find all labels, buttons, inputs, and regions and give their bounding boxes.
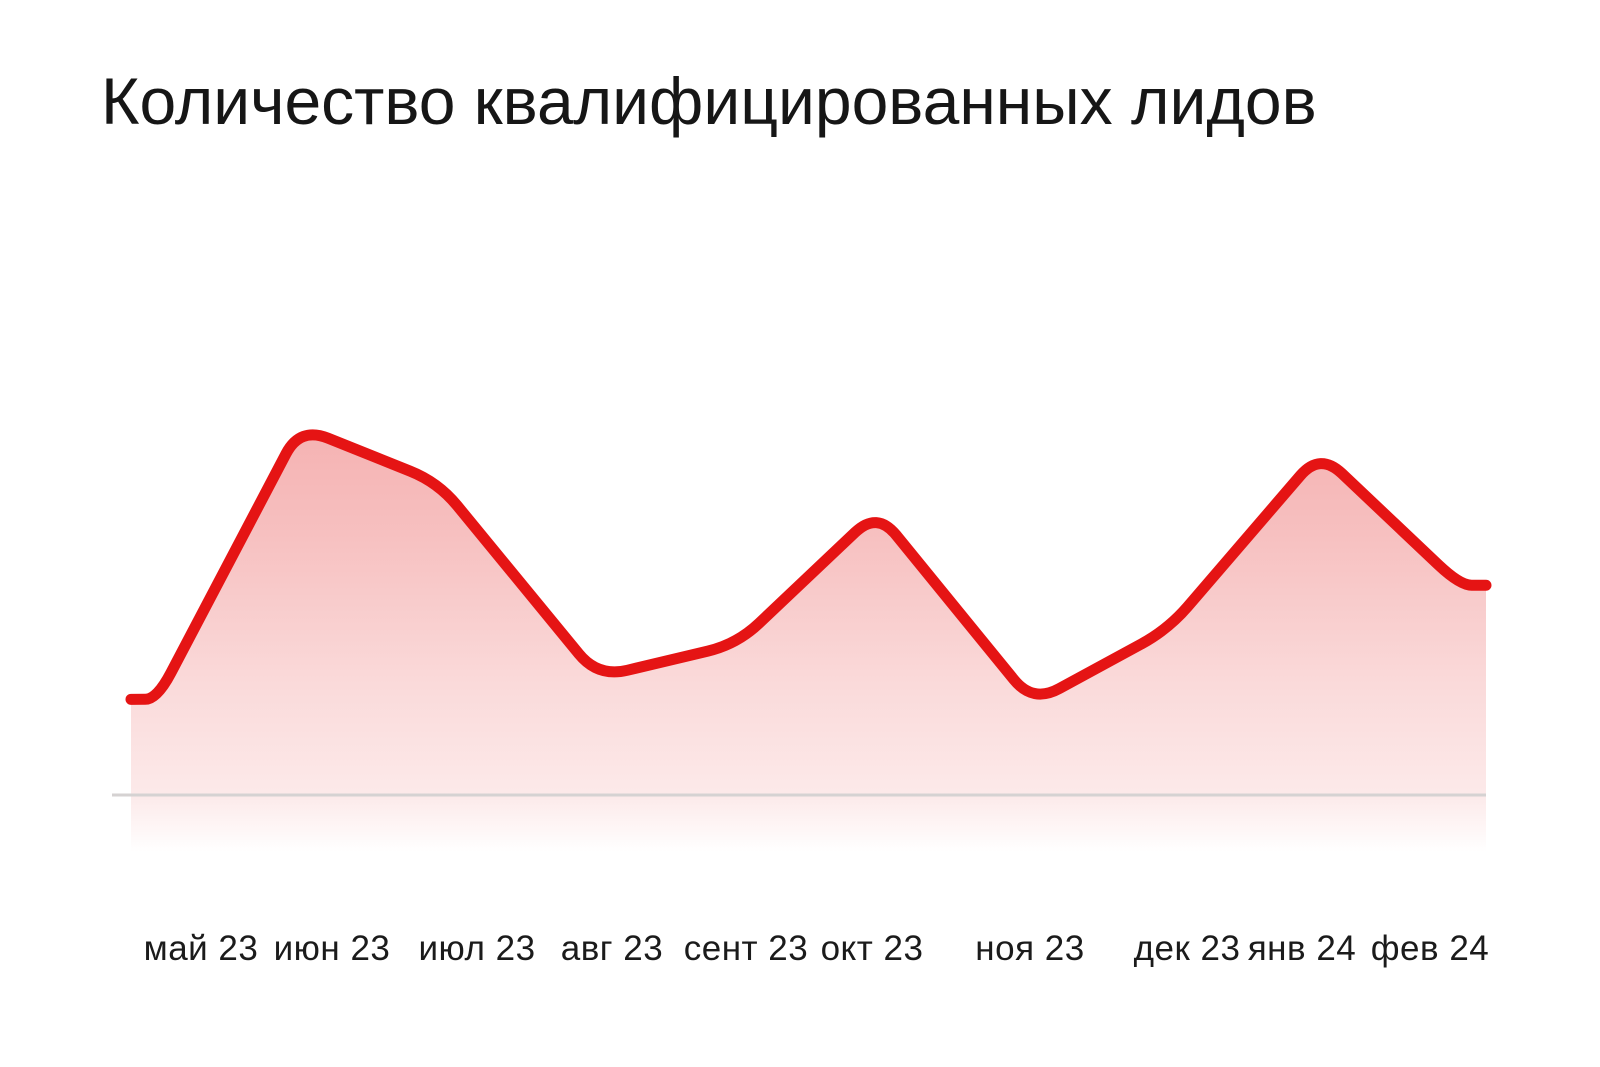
x-axis-labels: май 23 июн 23 июл 23 авг 23 сент 23 окт 23 ноя…	[144, 929, 1490, 968]
x-axis-label: сент 23	[684, 929, 808, 968]
x-axis-label: июн 23	[274, 929, 391, 968]
x-axis-label: дек 23	[1134, 929, 1241, 968]
chart-title: Количество квалифицированных лидов	[101, 64, 1317, 138]
area-fill	[131, 434, 1486, 852]
x-axis-label: ноя 23	[975, 929, 1084, 968]
x-axis-label: авг 23	[561, 929, 663, 968]
x-axis-label: июл 23	[418, 929, 535, 968]
x-axis-label: май 23	[144, 929, 259, 968]
x-axis-label: янв 24	[1248, 929, 1357, 968]
x-axis-label: окт 23	[821, 929, 924, 968]
x-axis-label: фев 24	[1371, 929, 1490, 968]
trend-line	[125, 429, 1492, 705]
